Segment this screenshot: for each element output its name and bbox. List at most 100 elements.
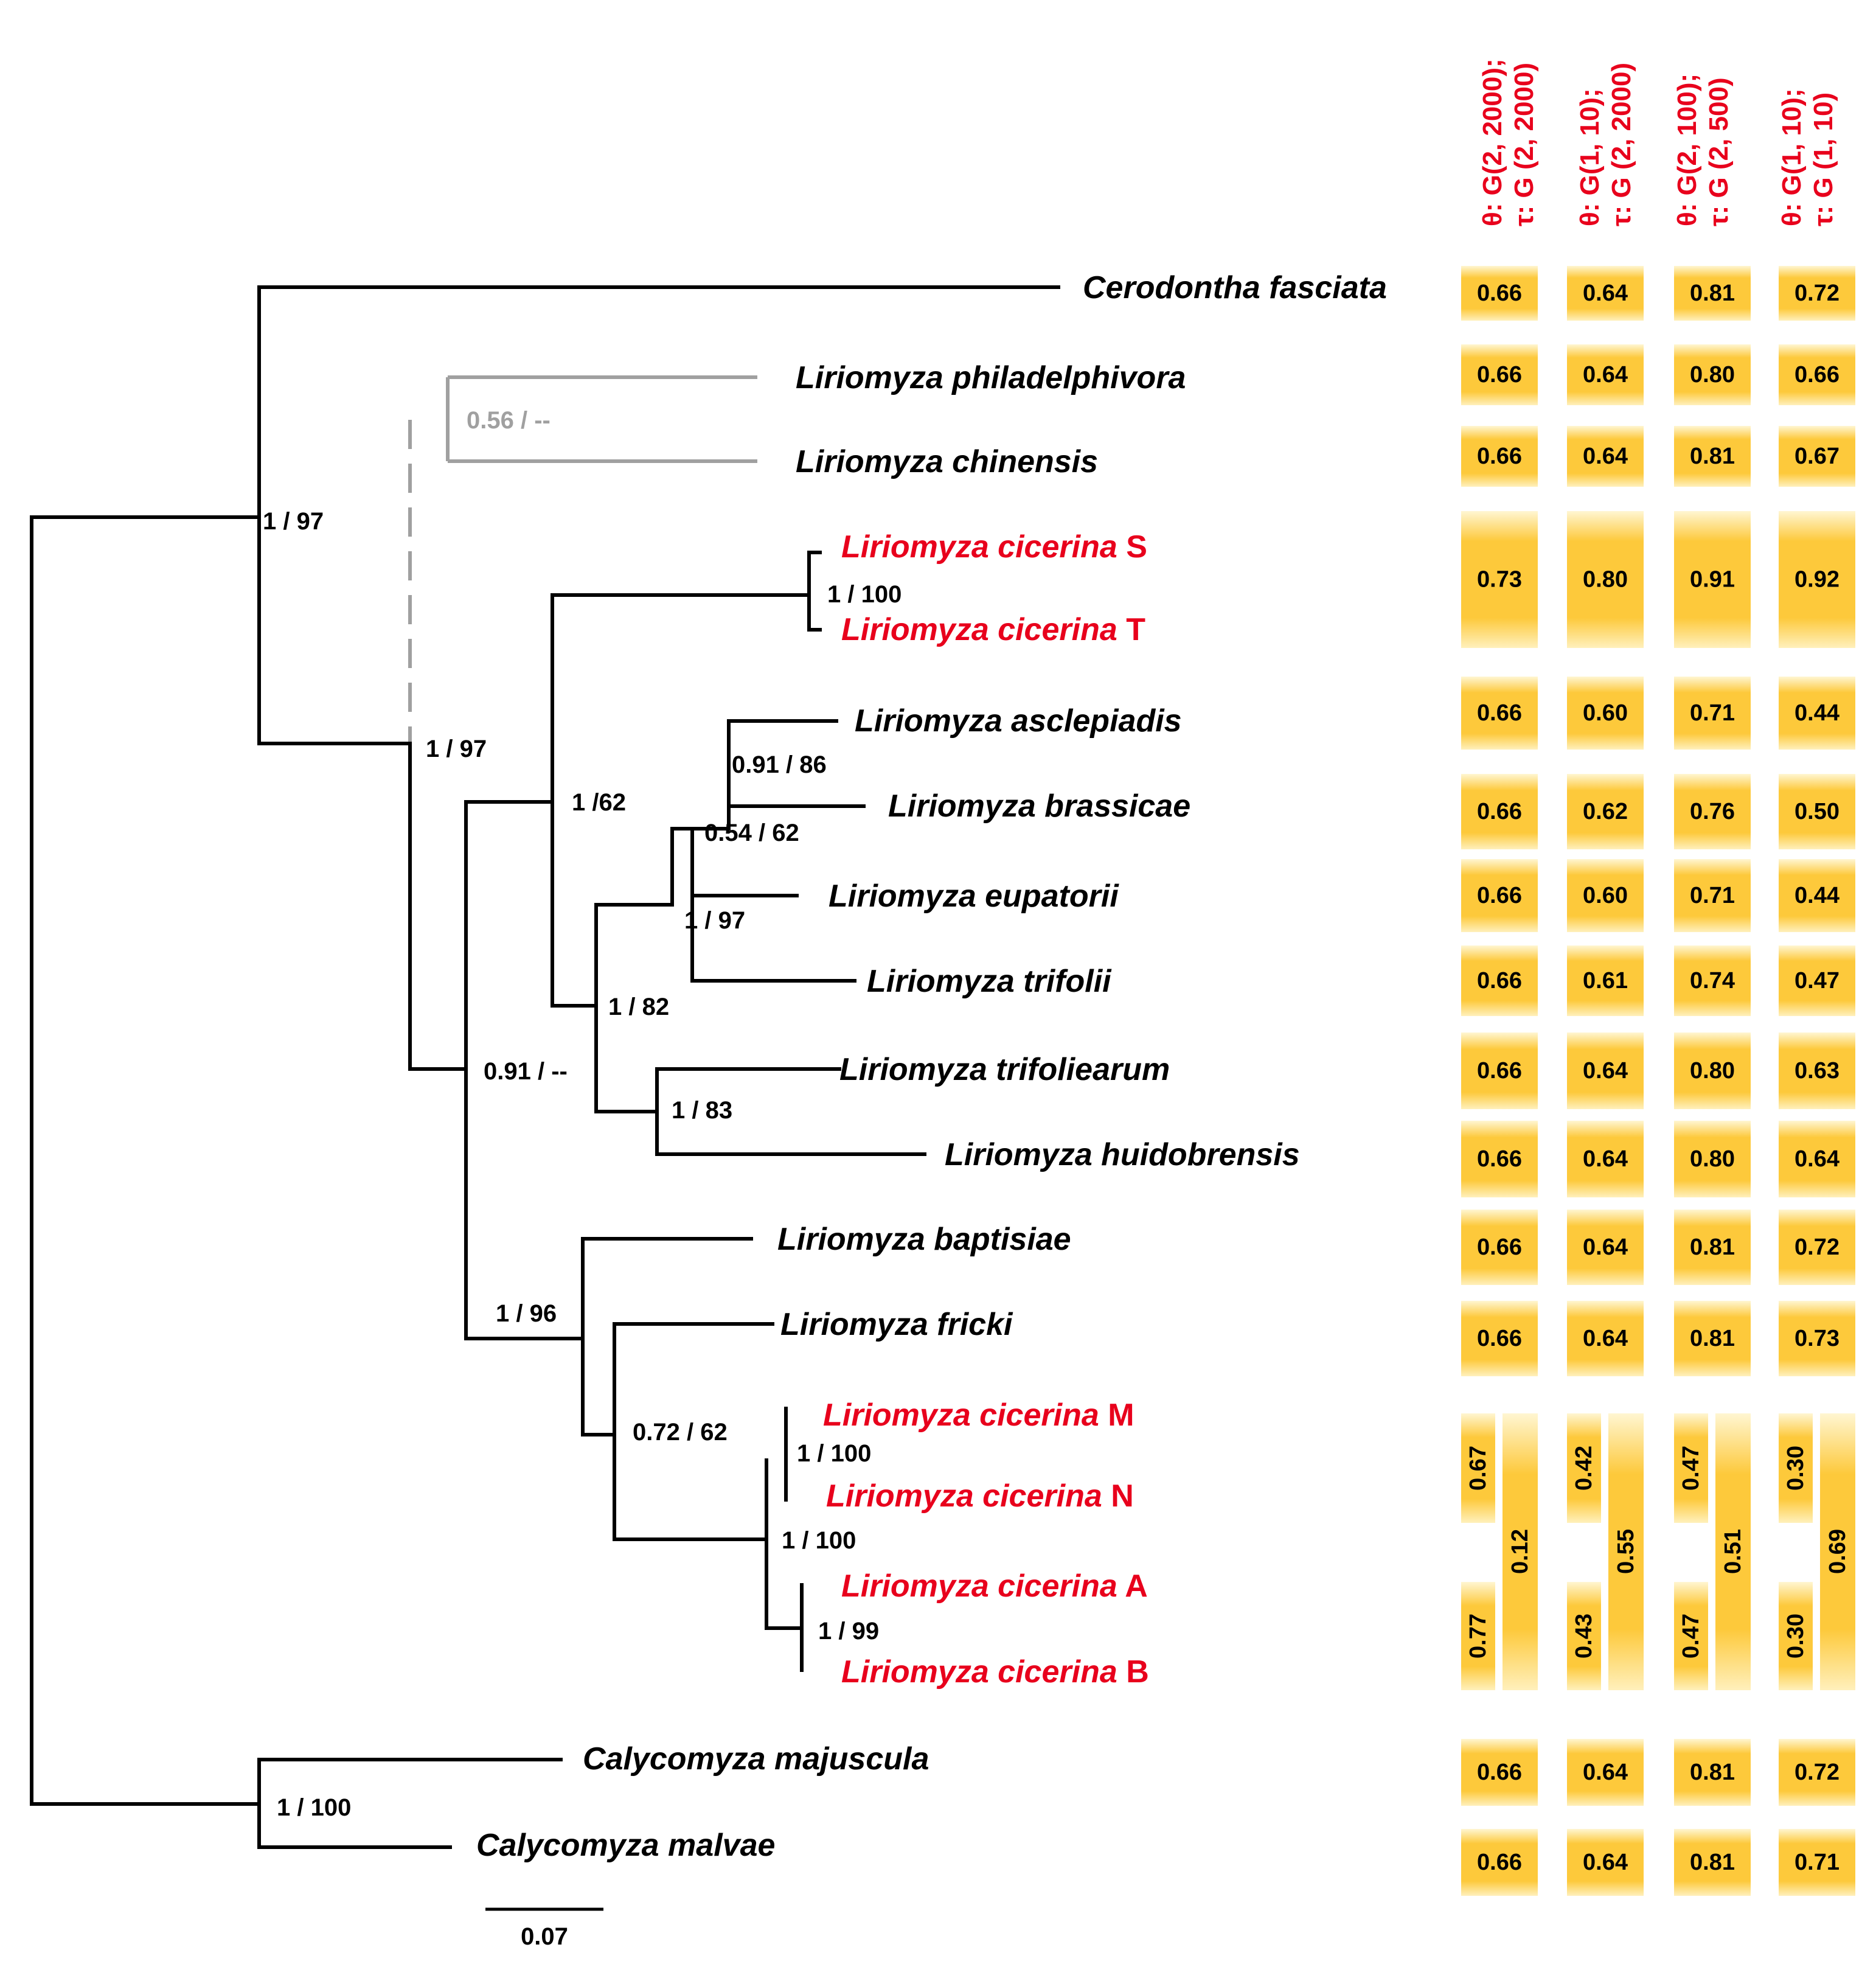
probability-value: 0.66	[1477, 280, 1522, 306]
probability-value: 0.66	[1477, 883, 1522, 908]
probability-box-merged	[1820, 1413, 1855, 1690]
probability-value: 0.47	[1794, 968, 1840, 994]
probability-box	[1674, 1121, 1751, 1197]
taxon-label: Calycomyza malvae	[476, 1828, 775, 1863]
probability-value: 0.81	[1690, 1326, 1735, 1351]
probability-value: 0.66	[1477, 444, 1522, 469]
probability-box	[1567, 774, 1644, 849]
probability-box	[1779, 1739, 1855, 1806]
probability-value-ab: 0.30	[1783, 1614, 1808, 1659]
probability-value: 0.66	[1477, 1234, 1522, 1260]
probability-box	[1461, 344, 1538, 405]
probability-value: 0.81	[1690, 280, 1735, 306]
probability-box	[1567, 511, 1644, 648]
probability-box	[1674, 1829, 1751, 1896]
support-value: 1 / 97	[684, 907, 745, 934]
probability-value: 0.66	[1477, 700, 1522, 726]
support-value: 1 / 100	[277, 1794, 351, 1821]
probability-value-merged: 0.69	[1825, 1529, 1850, 1574]
probability-box	[1461, 511, 1538, 648]
probability-box	[1567, 1032, 1644, 1109]
taxon-label: Liriomyza baptisiae	[777, 1222, 1071, 1257]
probability-box	[1461, 266, 1538, 321]
support-value: 1 / 100	[782, 1527, 856, 1554]
probability-box	[1674, 344, 1751, 405]
probability-value: 0.60	[1583, 883, 1628, 908]
probability-value-mn: 0.42	[1571, 1446, 1597, 1491]
branch	[408, 742, 468, 1071]
probability-box	[1461, 1121, 1538, 1197]
probability-box	[1779, 426, 1855, 487]
prior-headers: θ: G(2, 2000); τ: G (2, 2000) θ: G(1, 10…	[1478, 58, 1838, 226]
prior-header-1-line1: θ: G(2, 2000);	[1478, 58, 1507, 226]
probability-value: 0.73	[1794, 1326, 1840, 1351]
probability-value: 0.64	[1583, 1234, 1628, 1260]
support-value: 1 /62	[572, 789, 626, 816]
probability-box-mn	[1567, 1413, 1601, 1523]
probability-box	[1779, 1032, 1855, 1109]
probability-box	[1567, 1829, 1644, 1896]
taxon-label-highlight: Liriomyza cicerina M	[823, 1398, 1134, 1433]
probability-value: 0.80	[1690, 1058, 1735, 1084]
probability-value: 0.66	[1477, 1760, 1522, 1785]
probability-box-ab	[1674, 1582, 1708, 1690]
probability-value: 0.74	[1690, 968, 1735, 994]
probability-box	[1779, 774, 1855, 849]
taxon-label-highlight: Liriomyza cicerina S	[841, 529, 1147, 565]
probability-value: 0.91	[1690, 567, 1735, 593]
probability-box	[1674, 1739, 1751, 1806]
probability-value: 0.80	[1583, 567, 1628, 593]
probability-box	[1567, 1121, 1644, 1197]
probability-value: 0.64	[1583, 1850, 1628, 1875]
probability-box	[1461, 1829, 1538, 1896]
support-value: 0.91 / 86	[732, 751, 827, 778]
probability-box	[1567, 1739, 1644, 1806]
probability-box	[1461, 1032, 1538, 1109]
support-value: 1 / 83	[672, 1097, 732, 1124]
probability-box	[1567, 344, 1644, 405]
probability-value-merged: 0.12	[1507, 1529, 1533, 1574]
probability-box	[1674, 945, 1751, 1016]
probability-box-mn	[1779, 1413, 1813, 1523]
probability-box-merged	[1608, 1413, 1644, 1690]
probability-value: 0.64	[1583, 280, 1628, 306]
probability-box	[1779, 677, 1855, 750]
probability-value: 0.64	[1583, 362, 1628, 388]
probability-value: 0.44	[1794, 700, 1840, 726]
probability-box-merged	[1503, 1413, 1538, 1690]
probability-value: 0.72	[1794, 1234, 1840, 1260]
probability-box	[1674, 677, 1751, 750]
taxon-label: Liriomyza fricki	[780, 1307, 1013, 1342]
support-values: 1 / 97 0.56 / -- 1 / 97 1 / 100 1 /62 0.…	[263, 407, 902, 1821]
taxon-label: Liriomyza trifolii	[867, 964, 1112, 999]
probability-value-ab: 0.43	[1571, 1614, 1597, 1659]
probability-value: 0.81	[1690, 1850, 1735, 1875]
probability-box	[1567, 426, 1644, 487]
probability-value: 0.66	[1477, 968, 1522, 994]
support-value: 1 / 82	[608, 994, 669, 1020]
probability-value: 0.66	[1477, 1146, 1522, 1172]
support-value: 1 / 100	[797, 1440, 871, 1467]
taxon-label: Calycomyza majuscula	[583, 1741, 929, 1777]
probability-box	[1674, 774, 1751, 849]
probability-value: 0.60	[1583, 700, 1628, 726]
probability-box	[1674, 266, 1751, 321]
branch	[594, 1067, 926, 1156]
probability-box-ab	[1567, 1582, 1601, 1690]
taxon-label: Liriomyza philadelphivora	[796, 360, 1186, 395]
probability-value: 0.71	[1794, 1850, 1840, 1875]
probability-value: 0.76	[1690, 799, 1735, 824]
probability-value: 0.50	[1794, 799, 1840, 824]
probability-box	[1674, 426, 1751, 487]
probability-value-mn: 0.30	[1783, 1446, 1808, 1491]
prior-header-4-line1: θ: G(1, 10);	[1777, 88, 1807, 226]
branch	[464, 1237, 774, 1541]
branch	[765, 1407, 804, 1672]
support-value: 1 / 97	[426, 736, 487, 762]
taxon-label-highlight: Liriomyza cicerina A	[841, 1569, 1148, 1604]
probability-box	[1674, 859, 1751, 932]
probability-value: 0.63	[1794, 1058, 1840, 1084]
taxon-label: Liriomyza chinensis	[796, 444, 1098, 479]
support-value: 0.91 / --	[484, 1058, 568, 1085]
